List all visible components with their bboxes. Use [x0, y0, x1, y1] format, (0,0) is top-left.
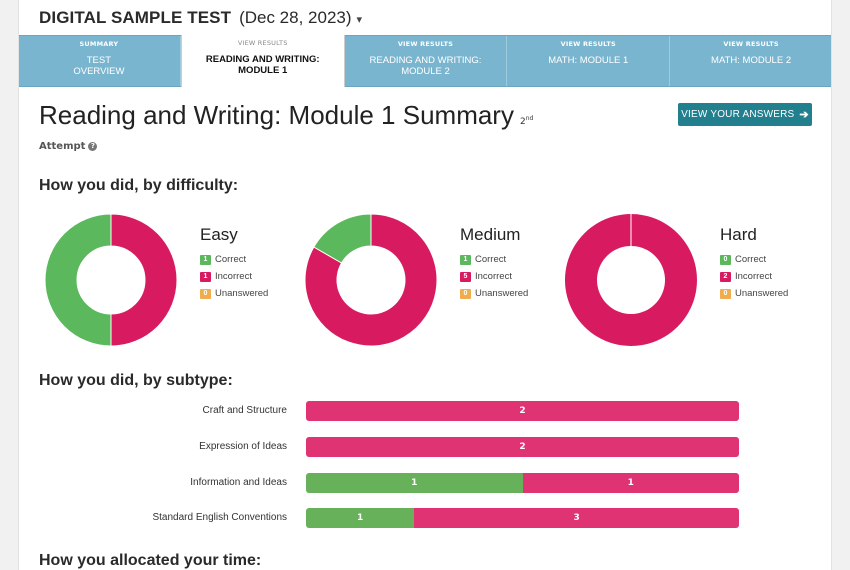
bar-segment-incorrect: 2 [306, 437, 739, 457]
donut-legend: Hard 0 Correct 2 Incorrect 0 Unanswered [720, 225, 788, 302]
view-answers-label: VIEW YOUR ANSWERS [681, 109, 795, 120]
arrow-right-icon: ➔ [799, 109, 809, 121]
subtype-row: Craft and Structure 2 [19, 401, 831, 423]
test-name: DIGITAL SAMPLE TEST [39, 8, 232, 27]
subtype-row: Standard English Conventions 1 3 [19, 508, 831, 530]
legend-label: Incorrect [475, 271, 512, 282]
legend-row-unanswered: 0 Unanswered [460, 285, 528, 302]
bar-segment-incorrect: 3 [414, 508, 739, 528]
difficulty-label: Easy [200, 225, 238, 244]
difficulty-label: Medium [460, 225, 521, 244]
legend-count-badge: 1 [200, 254, 211, 265]
donut-slice-correct [313, 213, 372, 264]
page-title: Reading and Writing: Module 1 Summary [39, 100, 514, 130]
donut-legend: Medium 1 Correct 5 Incorrect 0 Unanswered [460, 225, 528, 302]
donut-slice-correct [45, 213, 112, 347]
legend-count-badge: 1 [460, 254, 471, 265]
donut-slice-incorrect [565, 214, 697, 346]
view-your-answers-button[interactable]: VIEW YOUR ANSWERS ➔ [678, 103, 812, 126]
tab-kicker: VIEW RESULTS [237, 39, 288, 47]
legend-label: Correct [475, 254, 507, 265]
donut-legend: Easy 1 Correct 1 Incorrect 0 Unanswered [200, 225, 268, 302]
subtype-section-title: How you did, by subtype: [39, 372, 233, 389]
donut-slice-incorrect [110, 213, 177, 347]
legend-count-badge: 0 [720, 288, 731, 299]
tab-3[interactable]: VIEW RESULTS MATH: MODULE 1 [507, 36, 671, 86]
page-heading: Reading and Writing: Module 1 Summary 2n… [39, 100, 533, 131]
tab-kicker: VIEW RESULTS [397, 40, 454, 48]
legend-label: Correct [735, 254, 767, 265]
results-tabs: SUMMARY TEST OVERVIEW VIEW RESULTS READING A… [19, 35, 831, 87]
subtype-bar: 2 [306, 401, 739, 421]
donut-chart-hard: Hard 0 Correct 2 Incorrect 0 Unanswered [565, 212, 815, 348]
legend-row-incorrect: 1 Incorrect [200, 268, 268, 285]
tab-label: OVERVIEW [73, 66, 125, 77]
subtype-label: Standard English Conventions [152, 512, 287, 523]
time-section-title: How you allocated your time: [39, 552, 262, 569]
legend-row-correct: 1 Correct [200, 251, 268, 268]
test-date: (Dec 28, 2023) [239, 8, 352, 27]
subtype-bar: 2 [306, 437, 739, 457]
tab-4[interactable]: VIEW RESULTS MATH: MODULE 2 [670, 36, 831, 86]
tab-label: READING AND WRITING: [205, 54, 320, 65]
bar-segment-correct: 1 [306, 508, 415, 528]
tab-kicker: SUMMARY [79, 40, 119, 48]
tab-label: MODULE 1 [238, 65, 288, 76]
legend-row-incorrect: 2 Incorrect [720, 268, 788, 285]
legend-label: Unanswered [735, 288, 789, 299]
attempt-label: Attempt ? [39, 141, 98, 152]
bar-segment-correct: 1 [306, 473, 523, 493]
donut-chart-easy: Easy 1 Correct 1 Incorrect 0 Unanswered [45, 212, 295, 348]
legend-row-unanswered: 0 Unanswered [720, 285, 788, 302]
legend-count-badge: 0 [720, 254, 731, 265]
donut-svg [565, 214, 697, 346]
difficulty-label: Hard [720, 225, 757, 244]
legend-label: Correct [215, 254, 247, 265]
subtype-row: Information and Ideas 1 1 [19, 473, 831, 495]
donut-chart-medium: Medium 1 Correct 5 Incorrect 0 Unanswered [305, 212, 555, 348]
tab-kicker: VIEW RESULTS [560, 40, 616, 48]
subtype-label: Expression of Ideas [199, 441, 287, 452]
legend-label: Incorrect [735, 271, 772, 282]
tab-label: READING AND WRITING: [369, 55, 482, 66]
donut-svg [45, 213, 177, 347]
tab-label: MATH: MODULE 1 [548, 55, 629, 66]
donut-slice-incorrect [305, 213, 437, 347]
tab-0[interactable]: SUMMARY TEST OVERVIEW [19, 36, 181, 86]
tab-1[interactable]: VIEW RESULTS READING AND WRITING: MODULE 1 [180, 35, 345, 87]
legend-count-badge: 1 [200, 271, 211, 282]
legend-label: Incorrect [215, 271, 252, 282]
legend-row-correct: 1 Correct [460, 251, 528, 268]
test-header: DIGITAL SAMPLE TEST (Dec 28, 2023) ▾ [39, 8, 362, 30]
bar-segment-incorrect: 1 [522, 473, 739, 493]
tab-label: MATH: MODULE 2 [711, 55, 792, 66]
bar-segment-incorrect: 2 [306, 401, 739, 421]
page: DIGITAL SAMPLE TEST (Dec 28, 2023) ▾ SUM… [18, 0, 832, 570]
subtype-label: Craft and Structure [202, 405, 287, 416]
legend-count-badge: 2 [720, 271, 731, 282]
legend-count-badge: 5 [460, 271, 471, 282]
chevron-down-icon[interactable]: ▾ [356, 13, 363, 26]
attempt-number: 2nd [519, 115, 534, 127]
subtype-label: Information and Ideas [190, 477, 287, 488]
legend-row-correct: 0 Correct [720, 251, 788, 268]
donut-svg [305, 213, 437, 347]
legend-count-badge: 0 [200, 288, 211, 299]
legend-count-badge: 0 [460, 288, 471, 299]
tab-label: MODULE 2 [401, 66, 450, 77]
tab-label: TEST [86, 55, 112, 66]
legend-label: Unanswered [215, 288, 269, 299]
legend-label: Unanswered [475, 288, 529, 299]
subtype-row: Expression of Ideas 2 [19, 437, 831, 459]
difficulty-section-title: How you did, by difficulty: [39, 177, 239, 194]
tab-kicker: VIEW RESULTS [723, 40, 779, 48]
legend-row-incorrect: 5 Incorrect [460, 268, 528, 285]
help-icon[interactable]: ? [88, 142, 98, 151]
tab-2[interactable]: VIEW RESULTS READING AND WRITING: MODULE 2 [345, 36, 508, 86]
legend-row-unanswered: 0 Unanswered [200, 285, 268, 302]
